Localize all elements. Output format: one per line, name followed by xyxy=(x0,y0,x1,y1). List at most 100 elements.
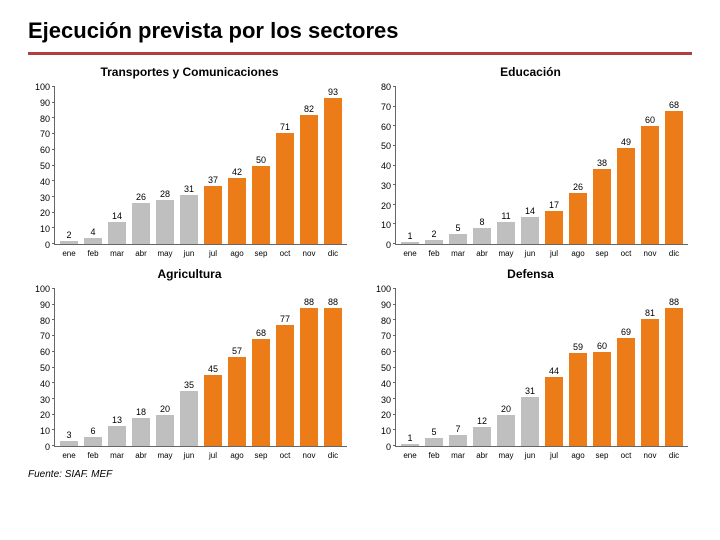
x-axis-label: oct xyxy=(621,451,632,460)
title-rule xyxy=(28,52,692,55)
y-axis-label: 20 xyxy=(369,410,391,420)
bar xyxy=(449,234,468,244)
bar xyxy=(300,115,319,244)
x-axis-label: nov xyxy=(644,249,657,258)
x-axis-label: abr xyxy=(476,249,488,258)
x-axis-label: feb xyxy=(87,249,98,258)
y-axis-label: 50 xyxy=(369,141,391,151)
bar-wrap: 31jun xyxy=(519,289,541,446)
bar xyxy=(108,426,127,446)
bars-container: 3ene6feb13mar18abr20may35jun45jul57ago68… xyxy=(55,289,347,446)
y-axis-label: 60 xyxy=(28,347,50,357)
bar xyxy=(425,438,444,446)
bar-wrap: 82nov xyxy=(298,87,320,244)
y-axis-label: 0 xyxy=(369,442,391,452)
bar-wrap: 26abr xyxy=(130,87,152,244)
bar-wrap: 8abr xyxy=(471,87,493,244)
y-axis-label: 30 xyxy=(369,395,391,405)
bar xyxy=(449,435,468,446)
y-axis-label: 10 xyxy=(369,220,391,230)
x-axis-label: abr xyxy=(135,451,147,460)
x-axis-label: jun xyxy=(184,451,195,460)
bar-wrap: 20may xyxy=(495,289,517,446)
bar xyxy=(593,352,612,446)
bar xyxy=(324,308,343,446)
chart-panel: Transportes y Comunicaciones010203040506… xyxy=(28,65,351,261)
bar xyxy=(569,193,588,244)
source-label: Fuente: SIAF. MEF xyxy=(28,469,692,480)
y-axis-label: 20 xyxy=(28,410,50,420)
x-axis-label: jul xyxy=(209,249,217,258)
bar xyxy=(324,98,343,244)
bar-value-label: 44 xyxy=(549,367,559,376)
bar-value-label: 4 xyxy=(90,228,95,237)
bar-value-label: 20 xyxy=(501,405,511,414)
bar xyxy=(545,211,564,244)
bar-value-label: 57 xyxy=(232,347,242,356)
bar xyxy=(132,203,151,244)
bar xyxy=(569,353,588,446)
chart: 01020304050607080901002ene4feb14mar26abr… xyxy=(28,81,351,261)
x-axis-label: mar xyxy=(451,249,465,258)
bar-value-label: 88 xyxy=(304,298,314,307)
bar-value-label: 14 xyxy=(525,207,535,216)
x-axis-label: abr xyxy=(476,451,488,460)
x-axis-label: may xyxy=(157,451,172,460)
bar-value-label: 88 xyxy=(669,298,679,307)
bar-wrap: 7mar xyxy=(447,289,469,446)
bar-value-label: 77 xyxy=(280,315,290,324)
y-axis-label: 80 xyxy=(369,316,391,326)
panel-title: Agricultura xyxy=(28,267,351,281)
x-axis-label: nov xyxy=(644,451,657,460)
bar-wrap: 1ene xyxy=(399,87,421,244)
bar-wrap: 69oct xyxy=(615,289,637,446)
bar-wrap: 5feb xyxy=(423,289,445,446)
x-axis-label: abr xyxy=(135,249,147,258)
x-axis-label: oct xyxy=(280,451,291,460)
chart-panel: Defensa01020304050607080901001ene5feb7ma… xyxy=(369,267,692,463)
y-axis-label: 100 xyxy=(28,284,50,294)
bar-wrap: 49oct xyxy=(615,87,637,244)
bar xyxy=(84,437,103,446)
bar-value-label: 35 xyxy=(184,381,194,390)
bar xyxy=(276,325,295,446)
x-axis-label: ago xyxy=(230,451,243,460)
bar xyxy=(665,308,684,446)
bar xyxy=(108,222,127,244)
page-title: Ejecución prevista por los sectores xyxy=(28,18,692,44)
bar-value-label: 14 xyxy=(112,212,122,221)
bar-wrap: 88dic xyxy=(663,289,685,446)
bar-wrap: 68sep xyxy=(250,289,272,446)
bar-wrap: 45jul xyxy=(202,289,224,446)
y-axis-label: 20 xyxy=(28,208,50,218)
bar-value-label: 82 xyxy=(304,105,314,114)
x-axis-label: jun xyxy=(184,249,195,258)
bar-wrap: 31jun xyxy=(178,87,200,244)
bar-wrap: 12abr xyxy=(471,289,493,446)
y-axis-label: 90 xyxy=(28,300,50,310)
bar xyxy=(180,391,199,446)
x-axis-label: ago xyxy=(571,249,584,258)
bar-value-label: 11 xyxy=(501,212,510,221)
bar xyxy=(204,186,223,244)
bar-value-label: 1 xyxy=(407,232,412,241)
panel-title: Defensa xyxy=(369,267,692,281)
bar-wrap: 28may xyxy=(154,87,176,244)
plot-area: 1ene2feb5mar8abr11may14jun17jul26ago38se… xyxy=(395,87,688,245)
x-axis-label: sep xyxy=(596,451,609,460)
x-axis-label: may xyxy=(498,249,513,258)
bar-value-label: 37 xyxy=(208,176,218,185)
bar xyxy=(473,427,492,446)
y-axis-label: 70 xyxy=(28,129,50,139)
bar xyxy=(60,441,79,446)
bar-wrap: 6feb xyxy=(82,289,104,446)
x-axis-label: sep xyxy=(255,249,268,258)
x-axis-label: mar xyxy=(110,451,124,460)
bar-value-label: 5 xyxy=(455,224,460,233)
y-axis-label: 10 xyxy=(28,426,50,436)
plot-area: 2ene4feb14mar26abr28may31jun37jul42ago50… xyxy=(54,87,347,245)
x-axis-label: ago xyxy=(571,451,584,460)
bar-value-label: 17 xyxy=(549,201,559,210)
bar xyxy=(521,397,540,446)
x-axis-label: oct xyxy=(280,249,291,258)
